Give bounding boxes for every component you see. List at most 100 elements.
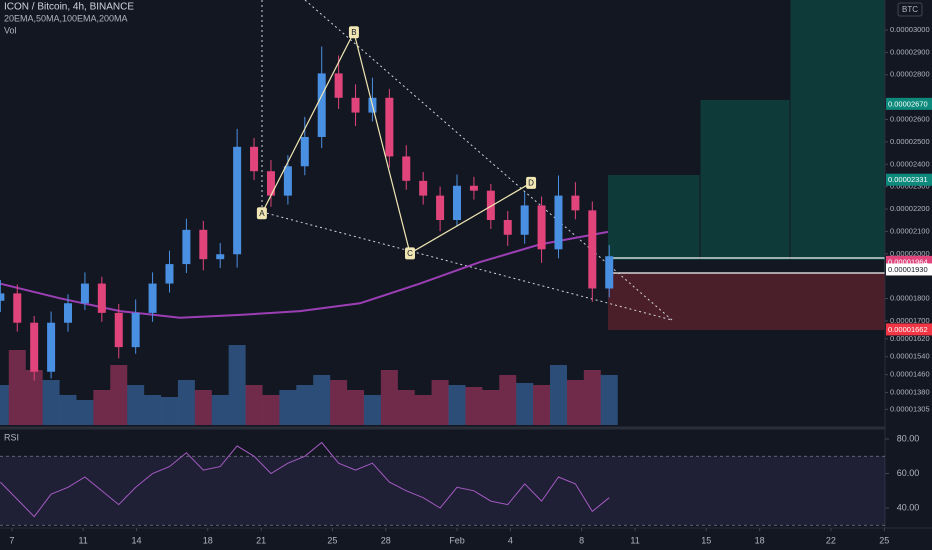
volume-bar	[600, 375, 618, 425]
candle-body	[537, 205, 546, 250]
candle-body	[469, 185, 478, 191]
price-label-box	[886, 263, 932, 276]
x-tick-label: 14	[132, 535, 142, 545]
candle-body	[486, 190, 495, 220]
x-tick-label: 8	[579, 535, 584, 545]
price-label-box	[886, 97, 932, 110]
candle-body	[436, 195, 445, 220]
volume-bar	[397, 390, 415, 425]
volume-bar	[465, 387, 483, 425]
stop-box	[608, 273, 885, 330]
volume-bar	[516, 383, 534, 425]
x-tick-label: 21	[256, 535, 266, 545]
price-label: 0.00001662	[888, 325, 928, 334]
x-tick-label: 25	[327, 535, 337, 545]
rsi-legend: RSI	[4, 432, 19, 442]
volume-bar	[42, 380, 60, 425]
y-tick-label: 0.00001305	[890, 404, 930, 413]
candle-body	[402, 156, 411, 181]
volume-bar	[262, 395, 280, 425]
volume-bar	[448, 385, 466, 425]
volume-bar	[330, 380, 348, 425]
candle-body	[80, 283, 89, 304]
indicator-legend: 20EMA,50MA,100EMA,200MA	[4, 13, 128, 23]
y-tick-label: 0.00001460	[890, 370, 930, 379]
candle-body	[588, 210, 597, 289]
candle-body	[165, 264, 174, 284]
x-tick-label: Feb	[449, 535, 465, 545]
candle-body	[351, 97, 360, 113]
volume-bar	[194, 390, 212, 425]
rsi-band	[0, 456, 885, 526]
price-label: 0.00002670	[888, 99, 928, 108]
y-tick-label: 0.00002600	[890, 114, 930, 123]
y-tick-label: 0.00001700	[890, 316, 930, 325]
candle-body	[300, 136, 309, 167]
chart-title: ICON / Bitcoin, 4h, BINANCE	[4, 2, 134, 13]
volume-bar	[583, 370, 601, 425]
volume-bar	[228, 345, 246, 425]
candle-body	[571, 195, 580, 211]
candle-body	[266, 171, 275, 196]
x-tick-label: 7	[9, 535, 14, 545]
volume-bar	[380, 370, 398, 425]
y-tick-label: 0.00002500	[890, 137, 930, 146]
candle-body	[30, 322, 39, 372]
currency-button[interactable]	[897, 2, 923, 17]
volume-bar	[414, 395, 432, 425]
x-tick-label: 22	[826, 535, 836, 545]
volume-bar	[127, 385, 145, 425]
y-tick-label: 0.00002300	[890, 182, 930, 191]
x-tick-label: 28	[381, 535, 391, 545]
y-tick-label: 0.00003000	[890, 25, 930, 34]
candle-body	[554, 195, 563, 250]
x-tick-label: 15	[701, 535, 711, 545]
candle-layer	[0, 46, 614, 381]
pattern-point-label: D	[528, 178, 534, 187]
candle-body	[216, 254, 225, 260]
volume-bar	[431, 380, 449, 425]
volume-bar	[211, 395, 229, 425]
y-tick-label: 0.00001800	[890, 294, 930, 303]
volume-bar	[0, 385, 9, 425]
candle-body	[520, 205, 529, 235]
candle-body	[283, 166, 292, 196]
candle-body	[453, 185, 462, 220]
price-label-box	[886, 173, 932, 186]
candle-body	[0, 293, 5, 301]
pattern-point-box	[348, 26, 359, 39]
candle-body	[131, 312, 140, 348]
volume-layer	[0, 345, 618, 425]
candle-body	[250, 146, 259, 172]
y-tick-label: 0.00002200	[890, 204, 930, 213]
volume-bar	[93, 390, 111, 425]
volume-bar	[313, 375, 331, 425]
volume-bar	[533, 385, 551, 425]
price-label-box	[886, 255, 932, 268]
target-box	[790, 0, 885, 260]
volume-bar	[144, 395, 162, 425]
y-tick-label: 0.00002900	[890, 47, 930, 56]
volume-bar	[347, 390, 365, 425]
price-label: 0.00001964	[888, 257, 928, 266]
x-tick-label: 18	[755, 535, 765, 545]
volume-bar	[25, 370, 43, 425]
volume-bar	[8, 350, 26, 425]
x-tick-label: 11	[630, 535, 639, 545]
pattern-layer: A B C D	[256, 26, 537, 260]
x-tick-label: 18	[203, 535, 213, 545]
x-tick-label: 11	[78, 535, 87, 545]
candle-body	[47, 322, 56, 372]
candle-body	[503, 219, 512, 235]
pattern-point-label: B	[351, 28, 356, 37]
pattern-point-box	[256, 207, 267, 220]
pattern-point-label: C	[407, 249, 413, 258]
y-tick-label: 0.00002000	[890, 249, 930, 258]
volume-bar	[245, 385, 263, 425]
target-box	[700, 100, 790, 260]
volume-bar	[160, 397, 178, 425]
price-label-box	[886, 323, 932, 336]
volume-bar	[279, 390, 297, 425]
currency-button-label[interactable]: BTC	[902, 5, 918, 14]
candle-body	[605, 256, 614, 289]
